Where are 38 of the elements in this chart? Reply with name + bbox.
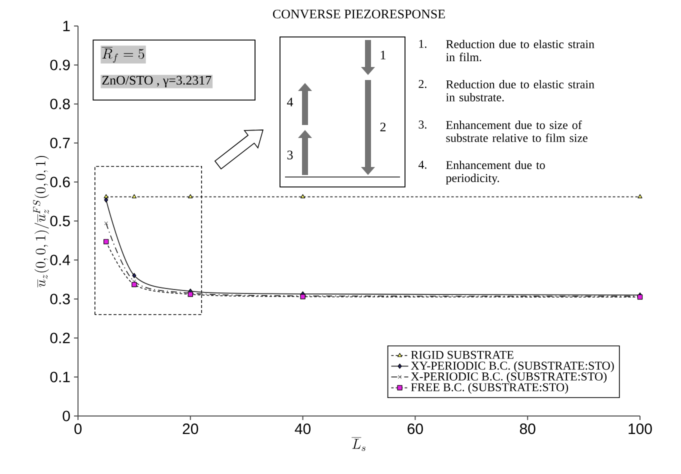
y-tick-label: 0.7 <box>50 138 70 148</box>
annotation: Reduction due to elastic strain in substrate. <box>446 80 594 102</box>
annotation: 1 <box>380 50 386 60</box>
y-tick-label: 0 <box>62 410 70 422</box>
annotation: 2. <box>418 80 426 88</box>
legend-label: X-PERIODIC B.C. (SUBSTRATE:STO) <box>410 372 607 383</box>
x-tick-label: 60 <box>408 424 423 434</box>
y-tick-label: 0.3 <box>50 294 70 304</box>
annotation: Enhancement due to periodicity. <box>446 160 545 185</box>
x-tick-label: 100 <box>628 424 652 434</box>
x-axis-title: $\overline{L}_s$ <box>352 438 366 451</box>
annotation: 1. <box>419 40 426 48</box>
y-tick-label: 0.6 <box>50 176 70 188</box>
y-tick-label: 0.1 <box>50 372 70 382</box>
x-tick-label: 80 <box>520 424 536 434</box>
legend-label: RIGID SUBSTRATE <box>411 350 514 359</box>
annotation: 4. <box>418 160 426 169</box>
annotation: 2 <box>380 122 386 132</box>
y-tick-label: 0.5 <box>50 216 70 226</box>
chart-title: CONVERSE PIEZORESPONSE <box>273 10 445 18</box>
y-tick-label: 0.9 <box>50 60 70 70</box>
y-tick-label: 0.8 <box>50 98 70 110</box>
x-tick-label: 20 <box>182 424 198 434</box>
annotation: 4 <box>287 98 294 106</box>
legend-label: FREE B.C. (SUBSTRATE:STO) <box>411 382 568 394</box>
annotation: 3. <box>418 120 426 129</box>
y-axis-title: $\overline{u}_z(0,0,1)/\overline{u}_z^{FS}(0,0,1)$ <box>33 156 49 288</box>
x-tick-label: 0 <box>74 424 82 434</box>
annotation: Enhancement due to size of substrate relative to film size <box>446 120 588 142</box>
annotation: ZnO/STO , γ=3.2317 <box>102 76 212 88</box>
y-tick-label: 1 <box>63 20 70 32</box>
x-tick-label: 40 <box>294 424 311 434</box>
annotation: $\overline{R}_f = 5$ <box>102 47 144 63</box>
annotation: 3 <box>287 150 293 160</box>
legend-label: XY-PERIODIC B.C. (SUBSTRATE:STO) <box>410 361 614 372</box>
y-tick-label: 0.2 <box>50 332 70 344</box>
y-tick-label: 0.4 <box>50 254 70 266</box>
annotation: Reduction due to elastic strain in film. <box>446 40 594 62</box>
